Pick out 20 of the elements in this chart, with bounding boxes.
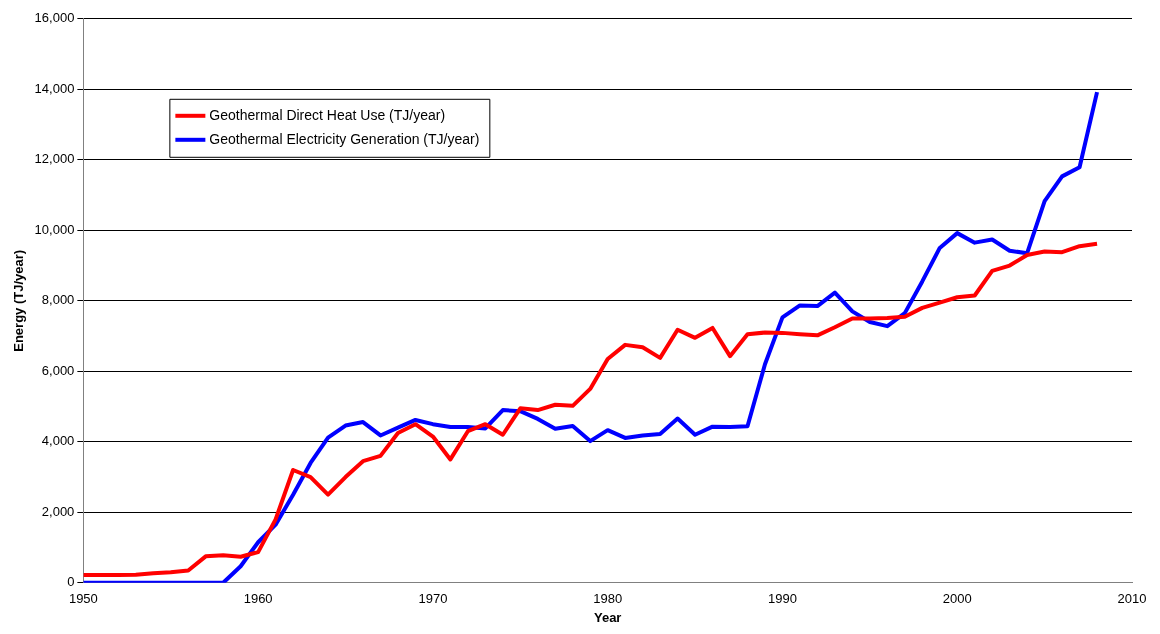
- y-tick-label: 14,000: [34, 80, 75, 96]
- y-tick-label: 6,000: [41, 362, 75, 378]
- y-tick-label: 2,000: [41, 503, 75, 519]
- y-tick-label: 0: [67, 574, 75, 590]
- x-tick-label: 2000: [942, 591, 972, 607]
- x-tick-label: 1960: [243, 591, 273, 607]
- x-tick-label: 1990: [767, 591, 797, 607]
- x-axis-title: Year: [593, 609, 622, 625]
- y-tick-label: 16,000: [34, 10, 75, 26]
- legend-label: Geothermal Direct Heat Use (TJ/year): [209, 106, 446, 123]
- y-tick-label: 12,000: [34, 151, 75, 167]
- y-tick-label: 4,000: [41, 433, 75, 449]
- x-tick-label: 2010: [1117, 591, 1147, 607]
- x-tick-label: 1970: [418, 591, 448, 607]
- x-tick-label: 1950: [68, 591, 98, 607]
- y-axis-title: Energy (TJ/year): [11, 249, 27, 352]
- y-tick-label: 10,000: [34, 221, 75, 237]
- y-tick-label: 8,000: [41, 292, 75, 308]
- x-tick-label: 1980: [593, 591, 623, 607]
- legend-label: Geothermal Electricity Generation (TJ/year): [209, 130, 480, 147]
